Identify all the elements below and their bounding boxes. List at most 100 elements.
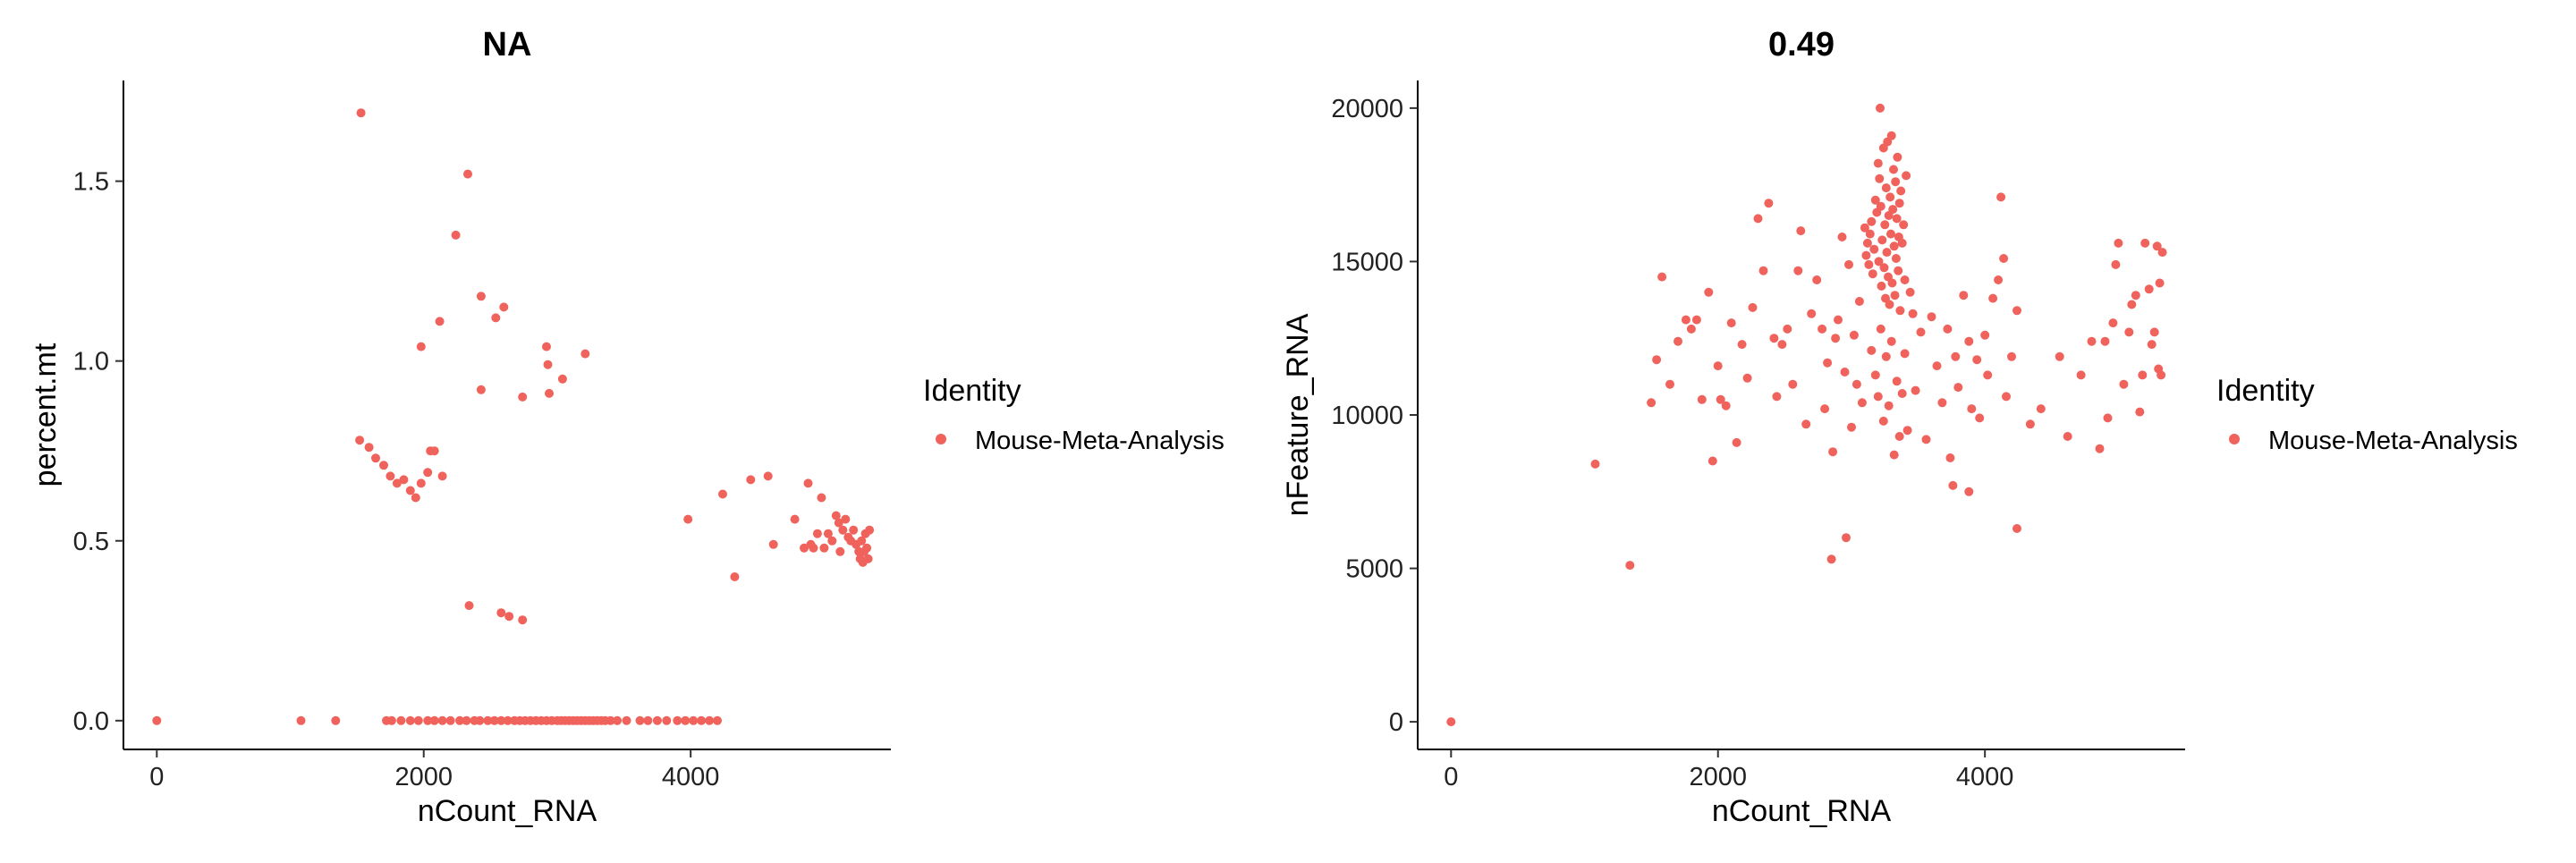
- data-point: [1900, 349, 1910, 359]
- data-point: [2138, 370, 2148, 380]
- data-point: [1874, 257, 1884, 267]
- data-point: [1994, 275, 2004, 284]
- data-point: [1967, 404, 1977, 414]
- data-point: [1876, 324, 1885, 334]
- data-point: [455, 715, 464, 725]
- data-point: [1948, 480, 1958, 490]
- data-point: [1842, 533, 1851, 543]
- data-point: [1902, 171, 1911, 181]
- data-point: [489, 715, 499, 725]
- data-point: [435, 317, 445, 326]
- data-point: [331, 715, 341, 725]
- data-point: [1876, 103, 1885, 113]
- data-point: [1847, 422, 1856, 432]
- data-point: [812, 529, 822, 538]
- data-point: [1881, 351, 1891, 361]
- data-point: [1726, 318, 1736, 328]
- data-point: [1972, 355, 1982, 365]
- data-point: [152, 715, 162, 725]
- data-point: [1885, 300, 1894, 309]
- data-point: [386, 715, 396, 725]
- data-point: [399, 475, 409, 485]
- y-tick-label: 20000: [1331, 95, 1403, 123]
- data-point: [1857, 398, 1867, 408]
- data-point: [1748, 302, 1758, 312]
- data-point: [827, 536, 837, 546]
- data-point: [613, 715, 623, 725]
- data-point: [451, 230, 461, 240]
- data-point: [1831, 334, 1841, 343]
- data-point: [483, 715, 493, 725]
- data-point: [622, 715, 631, 725]
- data-point: [643, 715, 653, 725]
- data-point: [1772, 392, 1782, 402]
- data-point: [1895, 306, 1905, 316]
- data-point: [1885, 192, 1895, 202]
- data-point: [1834, 315, 1843, 325]
- data-point: [705, 715, 715, 725]
- data-point: [1937, 398, 1947, 408]
- data-point: [800, 543, 809, 553]
- data-point: [2124, 327, 2134, 337]
- data-point: [1647, 398, 1657, 408]
- data-point: [862, 543, 872, 553]
- data-point: [2063, 432, 2072, 441]
- data-point: [1894, 266, 1903, 275]
- data-point: [405, 715, 415, 725]
- data-point: [1996, 192, 2006, 202]
- data-point: [1861, 250, 1871, 260]
- data-point: [475, 715, 485, 725]
- data-point: [2103, 413, 2113, 423]
- data-point: [1864, 259, 1874, 269]
- data-point: [2127, 300, 2137, 309]
- data-point: [838, 525, 848, 535]
- data-point: [2007, 351, 2016, 361]
- data-point: [2025, 419, 2035, 429]
- data-point: [1891, 177, 1901, 187]
- data-point: [1878, 416, 1888, 426]
- data-point: [1964, 336, 1974, 346]
- data-point: [1911, 385, 1920, 395]
- y-axis-label: nFeature_RNA: [1281, 313, 1315, 516]
- data-point: [1867, 216, 1877, 226]
- data-point: [730, 572, 740, 581]
- data-point: [1945, 453, 1955, 462]
- data-point: [499, 302, 509, 312]
- legend-key: [2229, 434, 2240, 444]
- data-point: [1975, 413, 1985, 423]
- data-point: [542, 342, 551, 351]
- data-point: [1826, 554, 1836, 564]
- data-point: [1812, 275, 1822, 284]
- y-tick-label: 0.5: [73, 528, 109, 556]
- data-point: [1902, 426, 1912, 436]
- y-tick-label: 0: [1389, 708, 1403, 737]
- data-point: [1908, 309, 1918, 318]
- data-point: [496, 715, 506, 725]
- data-point: [463, 169, 472, 179]
- data-points: [152, 108, 875, 725]
- data-point: [1652, 355, 1662, 365]
- data-point: [865, 525, 875, 535]
- data-point: [823, 529, 833, 538]
- data-point: [1894, 199, 1904, 208]
- data-point: [1707, 456, 1717, 466]
- legend-title: Identity: [923, 374, 1021, 408]
- data-point: [689, 715, 699, 725]
- data-point: [416, 478, 426, 488]
- data-point: [1721, 401, 1731, 410]
- data-point: [1737, 340, 1747, 350]
- data-point: [1899, 220, 1909, 230]
- data-point: [681, 715, 691, 725]
- data-point: [429, 715, 439, 725]
- data-point: [1807, 309, 1817, 318]
- data-point: [1686, 324, 1696, 334]
- data-point: [1897, 389, 1907, 398]
- data-point: [1892, 214, 1902, 224]
- data-point: [1882, 248, 1892, 258]
- data-point: [809, 543, 818, 553]
- data-point: [863, 554, 873, 563]
- data-point: [1897, 238, 1907, 248]
- data-point: [718, 489, 727, 499]
- data-point: [835, 546, 845, 556]
